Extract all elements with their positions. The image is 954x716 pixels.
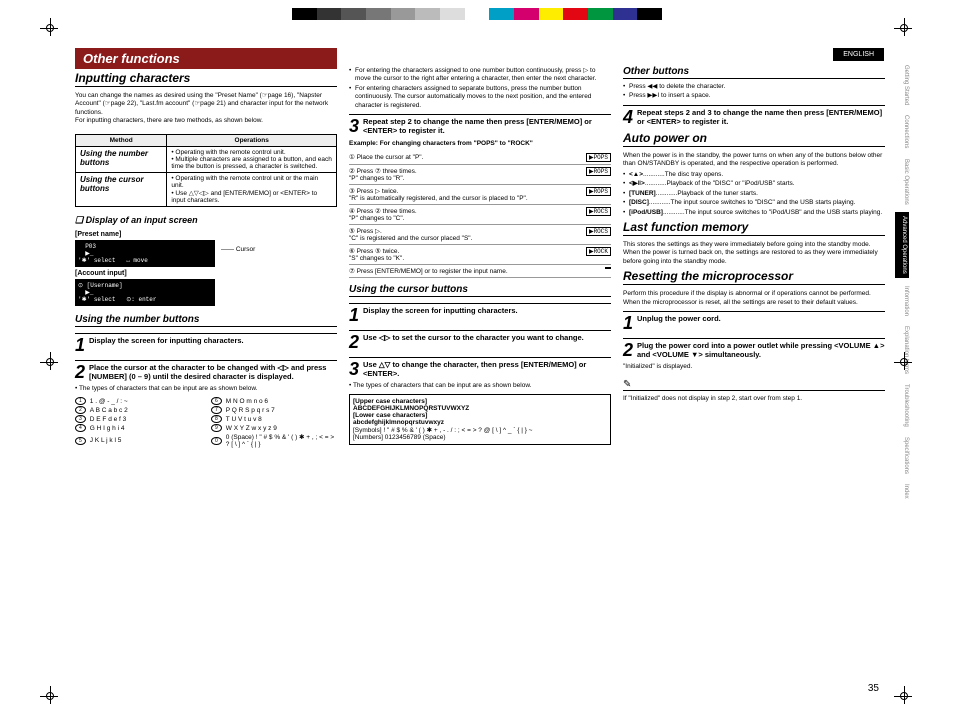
- cursor-label: Cursor: [236, 246, 256, 253]
- step-3: 3Repeat step 2 to change the name then p…: [349, 114, 611, 135]
- account-screen: ⊙ [Username] ▶_ '✱' select ⊙: enter: [75, 279, 215, 306]
- page-content: Other functions Inputting characters You…: [75, 48, 885, 648]
- example-header: Example: For changing characters from "P…: [349, 140, 611, 148]
- heading-reset: Resetting the microprocessor: [623, 269, 885, 285]
- nav-item[interactable]: Information: [895, 284, 909, 318]
- char-box: [Upper case characters] ABCDEFGHIJKLMNOP…: [349, 394, 611, 445]
- last-function-text: This stores the settings as they were im…: [623, 241, 885, 266]
- step-2: 2Place the cursor at the character to be…: [75, 360, 337, 381]
- method-table: MethodOperations Using the number button…: [75, 134, 337, 207]
- nav-item[interactable]: Connections: [895, 113, 909, 150]
- nav-sidebar: Getting Started Connections Basic Operatio…: [895, 63, 909, 501]
- char-note: • The types of characters that can be in…: [75, 385, 337, 393]
- rstep-2: 2Plug the power cord into a power outlet…: [623, 338, 885, 359]
- nav-item[interactable]: Troubleshooting: [895, 382, 909, 429]
- preset-screen: P03 ▶_ '✱' select ↔ move: [75, 240, 215, 267]
- rstep-1: 1Unplug the power cord.: [623, 311, 885, 332]
- cstep-3: 3Use △▽ to change the character, then pr…: [349, 357, 611, 378]
- other-buttons-list: Press ◀◀ to delete the character. Press …: [623, 82, 885, 102]
- heading-display-input: ❏ Display of an input screen: [75, 215, 337, 226]
- reset-note: "Initialized" is displayed.: [623, 363, 885, 371]
- nav-item[interactable]: Specifications: [895, 435, 909, 476]
- heading-inputting: Inputting characters: [75, 71, 337, 87]
- pencil-note: If "Initialized" does not display in ste…: [623, 395, 885, 403]
- preset-label: [Preset name]: [75, 231, 215, 238]
- section-title: Other functions: [75, 48, 337, 69]
- cstep-2: 2Use ◁▷ to set the cursor to the charact…: [349, 330, 611, 351]
- nav-item[interactable]: Index: [895, 482, 909, 501]
- auto-power-text: When the power is in the standby, the po…: [623, 152, 885, 169]
- pencil-icon: ✎: [623, 379, 631, 390]
- account-label: [Account input]: [75, 270, 215, 277]
- entry-notes: For entering the characters assigned to …: [349, 66, 611, 111]
- example-list: ▶POPS① Place the cursor at "P".▶ROPS② Pr…: [349, 151, 611, 278]
- heading-last-function: Last function memory: [623, 220, 885, 236]
- number-grid: 11 . @ - _ / : ~6M N O m n o 62A B C a b…: [75, 397, 337, 448]
- heading-auto-power: Auto power on: [623, 131, 885, 147]
- cursor-note: • The types of characters that can be in…: [349, 382, 611, 390]
- step-4: 4Repeat steps 2 and 3 to change the name…: [623, 105, 885, 126]
- heading-other-buttons: Other buttons: [623, 66, 885, 79]
- nav-item[interactable]: Basic Operations: [895, 157, 909, 207]
- nav-item[interactable]: Getting Started: [895, 63, 909, 107]
- nav-item[interactable]: Advanced Operations: [895, 212, 909, 278]
- reset-text: Perform this procedure if the display is…: [623, 290, 885, 307]
- column-3: Other buttons Press ◀◀ to delete the cha…: [623, 48, 885, 648]
- page-number: 35: [868, 683, 879, 694]
- heading-number-buttons: Using the number buttons: [75, 314, 337, 327]
- heading-cursor-buttons: Using the cursor buttons: [349, 284, 611, 297]
- cstep-1: 1Display the screen for inputting charac…: [349, 303, 611, 324]
- intro-text: You can change the names as desired usin…: [75, 92, 337, 126]
- column-1: Other functions Inputting characters You…: [75, 48, 337, 648]
- auto-power-list: <▲>............The disc tray opens.<▶‖>.…: [623, 170, 885, 218]
- step-1: 1Display the screen for inputting charac…: [75, 333, 337, 354]
- column-2: For entering the characters assigned to …: [349, 48, 611, 648]
